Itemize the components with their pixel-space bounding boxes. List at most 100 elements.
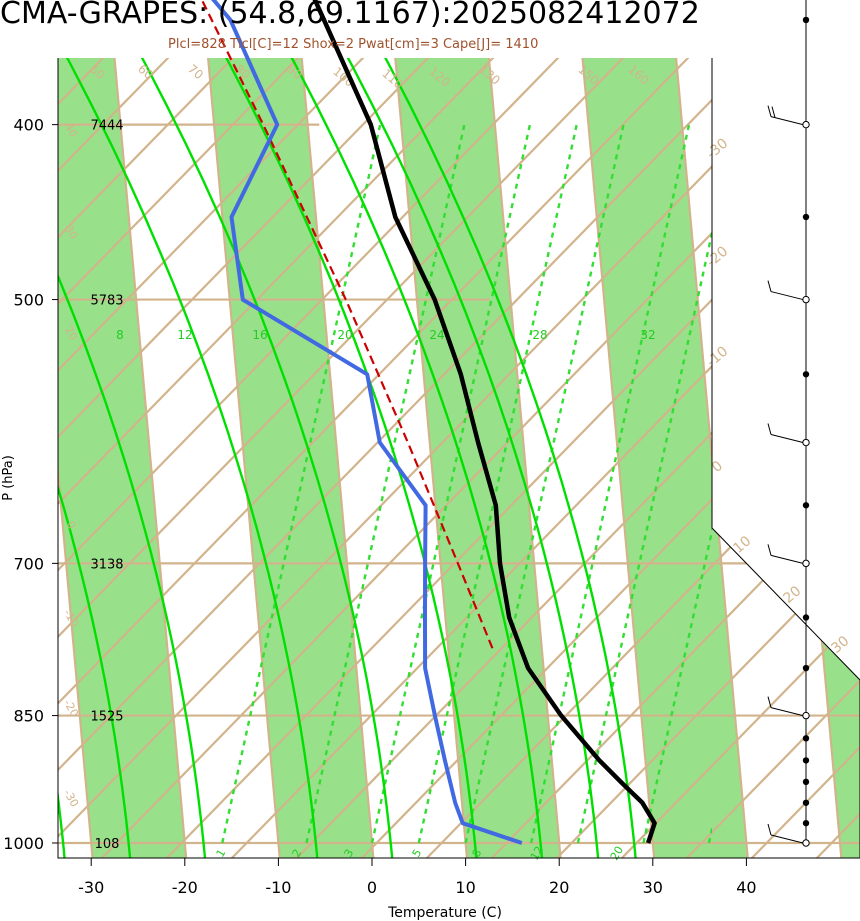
temperature-tick-label: 20: [549, 878, 569, 897]
wind-barb-shaft: [770, 834, 804, 844]
dry-adiabat-line: [360, 497, 712, 858]
dry-adiabat-line: [0, 20, 10, 860]
dry-adiabat-line: [58, 58, 690, 705]
pressure-tick-label: 400: [13, 116, 44, 135]
mixing-ratio-line: [370, 124, 532, 844]
dry-adiabat-line: [58, 164, 712, 839]
height-labels: 1660614006121321069194807444578331381525…: [90, 119, 123, 852]
wind-level-dot: [802, 778, 810, 786]
wind-barb-station: [802, 711, 810, 720]
wind-level-dot: [802, 371, 810, 378]
moist-adiabat: [58, 483, 132, 858]
wind-barb-flag: [767, 544, 772, 556]
wind-barb-shaft: [770, 554, 804, 564]
wind-level-dot: [802, 735, 810, 742]
left-edge-label: 40: [62, 121, 80, 140]
left-edge-label: 20: [62, 324, 80, 343]
isotherm-band: [582, 58, 712, 858]
temperature-tick-label: 0: [367, 878, 377, 897]
wind-barb-shaft: [770, 707, 804, 717]
moist-adiabat-label: 12: [177, 328, 192, 342]
chart-subtitle: Plcl=828 Tlcl[C]=12 Shox=2 Pwat[cm]=3 Ca…: [168, 37, 539, 52]
moist-adiabat-label: 20: [337, 328, 352, 342]
pressure-tick-label: 700: [13, 554, 44, 573]
dry-adiabat-line: [490, 631, 712, 858]
wind-barb-station: [802, 120, 810, 129]
mixing-ratio-line: [417, 124, 578, 844]
plot-outline: [57, 58, 860, 859]
isotherm-line: [581, 58, 656, 858]
mixing-ratio-line: [642, 525, 712, 844]
isotherm-label: -30: [704, 135, 732, 162]
wind-barb-station: [802, 438, 810, 447]
wind-barb-flag: [767, 823, 772, 836]
temperature-tick-label: 10: [455, 878, 475, 897]
height-label: 108: [95, 837, 120, 852]
dry-adiabat-label: 70: [185, 62, 206, 83]
dry-adiabat-line: [58, 58, 430, 439]
temperature-tick-label: 30: [643, 878, 663, 897]
temperature-tick-label: -30: [78, 878, 104, 897]
wind-barb-flag: [767, 423, 772, 435]
dry-adiabat-line: [425, 564, 712, 858]
dry-adiabat-line: [712, 528, 860, 858]
moist-adiabat-label: 32: [640, 328, 655, 342]
moist-adiabat: [58, 273, 207, 858]
isotherm-line: [675, 58, 712, 472]
moist-adiabat-label: 16: [252, 328, 267, 342]
dry-adiabat-line: [58, 58, 560, 572]
moist-adiabat-label: 8: [116, 328, 124, 342]
moist-adiabat: [140, 58, 394, 858]
wind-level-dot: [802, 664, 810, 672]
pressure-axis: 1001502002503004005007008501000: [3, 116, 58, 853]
moist-adiabat: [290, 58, 544, 858]
parcel-path: [200, 0, 494, 649]
left-edge-label: -30: [61, 787, 81, 809]
wind-level-dot: [802, 213, 810, 221]
wind-barb-shaft: [770, 434, 804, 443]
pressure-tick-label: 500: [13, 291, 44, 310]
isotherm-band: [766, 528, 860, 858]
moist-adiabat: [346, 58, 600, 858]
mixing-ratio-line: [529, 124, 691, 844]
mixing-ratio-line: [464, 124, 625, 844]
wind-barb-shaft: [770, 291, 804, 301]
isotherm-label: -10: [704, 343, 732, 370]
height-label: 7444: [90, 119, 123, 134]
moist-adiabat-label: 28: [532, 328, 547, 342]
dry-adiabat-line: [58, 58, 300, 306]
height-label: 3138: [90, 557, 123, 572]
dry-adiabat-line: [165, 298, 712, 858]
dry-adiabat-line: [58, 58, 625, 639]
isotherm-band: [58, 58, 187, 858]
isotherm-line: [712, 528, 753, 858]
moist-adiabat: [384, 58, 637, 858]
left-edge-label: 30: [62, 223, 80, 242]
temperature-tick-label: -20: [172, 878, 198, 897]
wind-level-dot: [802, 502, 810, 509]
y-axis-label: P (hPa): [1, 455, 16, 501]
dry-adiabat-line: [555, 697, 712, 858]
temperature-line: [312, 0, 657, 844]
isotherm-line: [394, 58, 469, 858]
dry-adiabat-line: [712, 528, 860, 858]
wind-level-dot: [802, 799, 810, 806]
wind-barb-station: [802, 839, 810, 847]
wind-level-dot: [802, 614, 810, 621]
wind-barb-station: [802, 559, 810, 568]
isotherm-bands: [58, 58, 712, 858]
isotherm-label: 20: [780, 583, 804, 607]
wind-level-dot: [802, 757, 810, 764]
wind-barb-flag: [767, 105, 772, 117]
dry-adiabat-line: [58, 58, 365, 372]
dry-adiabat-line: [58, 58, 235, 239]
pressure-tick-label: 1000: [3, 834, 44, 853]
mixing-ratio-line: [221, 124, 382, 844]
dewpoint-line: [211, 0, 523, 845]
wind-barb-flag: [771, 106, 776, 118]
mixing-ratio-line: [576, 227, 712, 844]
isotherm-band: [208, 58, 374, 858]
wind-barb-station: [802, 295, 810, 304]
pressure-tick-label: 850: [13, 707, 44, 726]
